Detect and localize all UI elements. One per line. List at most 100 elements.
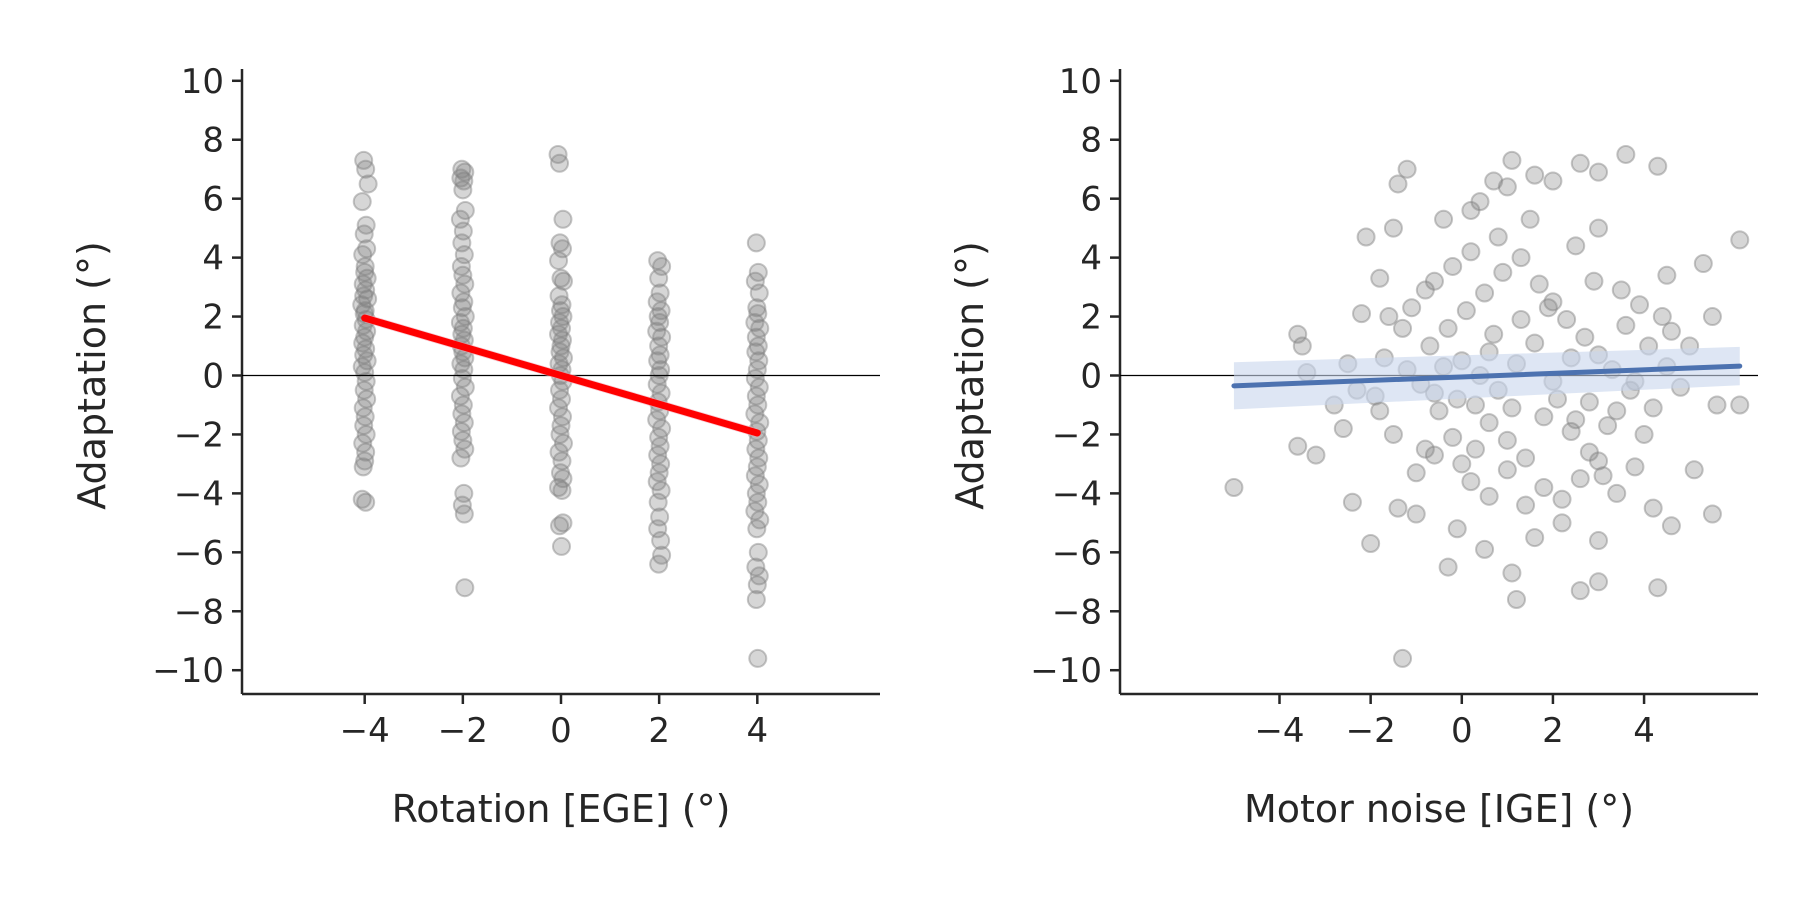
- right-y-tick-label: 10: [1059, 62, 1102, 102]
- left-data-point: [353, 457, 373, 477]
- right-data-point: [1534, 407, 1554, 427]
- left-data-point: [651, 454, 671, 474]
- right-data-point: [1543, 292, 1563, 312]
- left-data-point: [652, 327, 672, 347]
- right-data-point: [1557, 310, 1577, 330]
- right-data-point: [1634, 424, 1654, 444]
- left-data-point: [650, 345, 670, 365]
- right-data-point: [1424, 445, 1444, 465]
- right-data-point: [1484, 171, 1504, 191]
- right-data-point: [1525, 333, 1545, 353]
- right-y-tick-label: −8: [1052, 592, 1102, 632]
- left-data-point: [749, 377, 769, 397]
- left-regression-line: [361, 314, 761, 437]
- right-data-point: [1707, 395, 1727, 415]
- right-data-point: [1502, 563, 1522, 583]
- left-data-point: [553, 271, 573, 291]
- left-data-point: [553, 348, 573, 368]
- right-y-tick-label: −6: [1052, 533, 1102, 573]
- right-data-point: [1648, 578, 1668, 598]
- right-x-tick-label: 4: [1633, 711, 1655, 751]
- right-data-point: [1370, 401, 1390, 421]
- right-points: [1224, 144, 1750, 668]
- right-data-point: [1643, 398, 1663, 418]
- right-regression-line: [1231, 363, 1743, 389]
- right-data-point: [1502, 150, 1522, 170]
- left-data-point: [358, 174, 378, 194]
- left-y-tick-label: 4: [202, 239, 224, 279]
- left-data-point: [652, 419, 672, 439]
- left-data-point: [549, 398, 569, 418]
- left-data-point: [454, 245, 474, 265]
- left-data-point: [553, 513, 573, 533]
- left-data-point: [749, 566, 769, 586]
- left-data-point: [354, 345, 374, 365]
- right-data-point: [1552, 513, 1572, 533]
- left-data-point: [455, 307, 475, 327]
- right-y-tick-label: 2: [1080, 298, 1102, 338]
- right-data-point: [1379, 307, 1399, 327]
- left-data-point: [355, 363, 375, 383]
- left-data-point: [550, 424, 570, 444]
- right-data-point: [1465, 439, 1485, 459]
- left-data-point: [550, 380, 570, 400]
- left-data-point: [745, 501, 765, 521]
- left-data-point: [353, 433, 373, 453]
- right-data-point: [1393, 648, 1413, 668]
- right-y-tick-label: −4: [1052, 474, 1102, 514]
- left-x-tick-label: 0: [550, 711, 572, 751]
- right-data-point: [1493, 262, 1513, 282]
- left-data-point: [454, 292, 474, 312]
- right-data-point: [1352, 304, 1372, 324]
- left-data-point: [745, 466, 765, 486]
- right-data-point: [1443, 427, 1463, 447]
- right-data-point: [1415, 280, 1435, 300]
- left-data-point: [353, 274, 373, 294]
- left-data-point: [455, 274, 475, 294]
- right-data-point: [1702, 504, 1722, 524]
- left-data-point: [353, 398, 373, 418]
- right-data-point: [1306, 445, 1326, 465]
- left-y-tick-label: −8: [174, 592, 224, 632]
- right-data-point: [1570, 153, 1590, 173]
- right-x-tick-label: 0: [1451, 711, 1473, 751]
- left-y-tick-label: −2: [174, 415, 224, 455]
- left-data-point: [548, 144, 568, 164]
- left-data-point: [357, 389, 377, 409]
- left-data-point: [748, 262, 768, 282]
- right-data-point: [1397, 159, 1417, 179]
- right-data-point: [1511, 248, 1531, 268]
- left-data-point: [750, 510, 770, 530]
- left-data-point: [352, 489, 372, 509]
- left-data-point: [358, 289, 378, 309]
- right-y-tick-label: 4: [1080, 239, 1102, 279]
- right-data-point: [1570, 581, 1590, 601]
- left-data-point: [746, 557, 766, 577]
- left-data-point: [552, 480, 572, 500]
- left-data-point: [549, 442, 569, 462]
- left-data-point: [648, 492, 668, 512]
- right-data-point: [1598, 416, 1618, 436]
- right-data-point: [1388, 498, 1408, 518]
- left-data-point: [552, 239, 572, 259]
- right-data-point: [1475, 283, 1495, 303]
- left-data-point: [451, 168, 471, 188]
- right-data-point: [1516, 448, 1536, 468]
- left-data-point: [355, 262, 375, 282]
- right-data-point: [1420, 336, 1440, 356]
- right-data-point: [1589, 162, 1608, 182]
- right-data-point: [1224, 477, 1244, 497]
- right-data-point: [1652, 307, 1672, 327]
- right-data-point: [1525, 528, 1545, 548]
- left-data-point: [550, 153, 570, 173]
- right-data-point: [1589, 218, 1608, 238]
- right-data-point: [1730, 230, 1750, 250]
- right-data-point: [1292, 336, 1312, 356]
- left-data-point: [549, 324, 569, 344]
- left-data-point: [749, 448, 769, 468]
- left-data-point: [552, 295, 572, 315]
- left-data-point: [451, 283, 471, 303]
- left-y-tick-label: −6: [174, 533, 224, 573]
- left-data-point: [452, 495, 472, 515]
- left-data-point: [354, 416, 374, 436]
